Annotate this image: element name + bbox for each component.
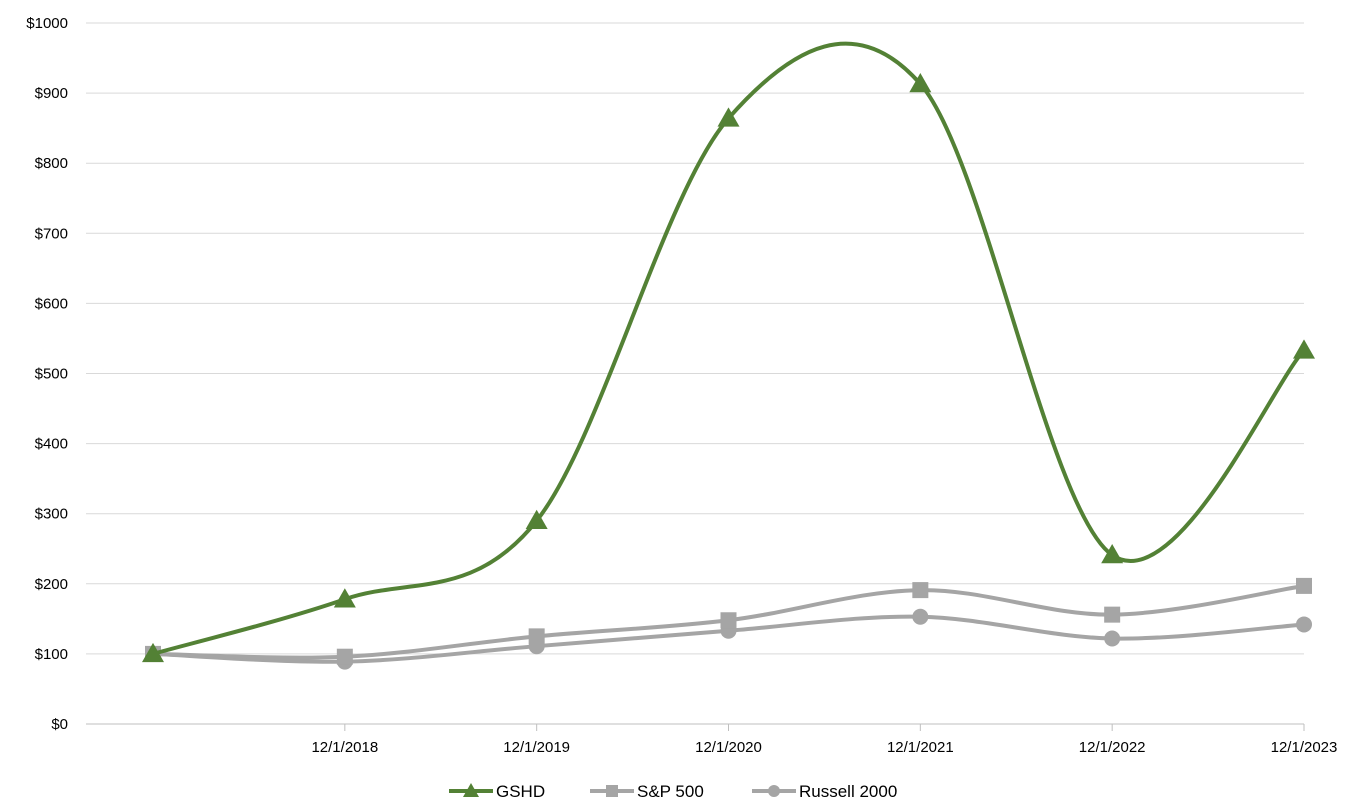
y-tick-label: $400 [35, 436, 68, 453]
square-marker-icon [606, 785, 618, 797]
y-tick-label: $600 [35, 295, 68, 312]
data-point [333, 588, 356, 608]
x-tick-label: 12/1/2020 [695, 739, 762, 756]
y-tick-label: $200 [35, 576, 68, 593]
data-point [912, 608, 929, 625]
legend-label: GSHD [496, 782, 545, 801]
legend-label: S&P 500 [637, 782, 704, 801]
x-tick-label: 12/1/2023 [1271, 739, 1338, 756]
y-tick-label: $700 [35, 225, 68, 242]
data-point [1104, 606, 1121, 623]
series-s-p-500 [145, 577, 1312, 665]
y-tick-label: $100 [35, 646, 68, 663]
data-point [336, 648, 353, 665]
data-point [1296, 616, 1312, 633]
x-tick-label: 12/1/2018 [311, 739, 378, 756]
data-point [528, 628, 545, 645]
y-tick-label: $0 [51, 716, 68, 733]
data-point [909, 72, 932, 93]
y-tick-label: $800 [35, 155, 68, 172]
y-tick-label: $900 [35, 85, 68, 102]
data-point [1293, 339, 1315, 359]
y-tick-label: $300 [35, 506, 68, 523]
data-point [525, 509, 548, 529]
circle-marker-icon [768, 785, 780, 797]
data-point [912, 582, 929, 599]
x-tick-label: 12/1/2019 [503, 739, 570, 756]
x-tick-label: 12/1/2022 [1079, 739, 1146, 756]
legend-item: Russell 2000 [752, 782, 897, 801]
series-gshd [142, 41, 1315, 663]
data-point [1104, 630, 1121, 647]
legend: GSHD S&P 500 Russell 2000 [449, 782, 897, 801]
data-point [1296, 577, 1312, 594]
data-point [720, 612, 737, 629]
y-tick-label: $500 [35, 366, 68, 383]
data-point [1101, 544, 1124, 564]
legend-label: Russell 2000 [799, 782, 897, 801]
series [142, 41, 1315, 670]
gridlines [86, 22, 1304, 655]
y-tick-label: $1000 [26, 15, 68, 32]
legend-item: GSHD [449, 782, 545, 801]
triangle-marker-icon [463, 783, 479, 797]
data-point [142, 642, 164, 663]
series-line [151, 41, 1306, 656]
x-tick-label: 12/1/2021 [887, 739, 954, 756]
axes: $0 $100 $200 $300 $400 $500 $600 $700 $800 $900 $1… [26, 15, 1337, 756]
legend-item: S&P 500 [590, 782, 704, 801]
data-point [717, 107, 740, 127]
